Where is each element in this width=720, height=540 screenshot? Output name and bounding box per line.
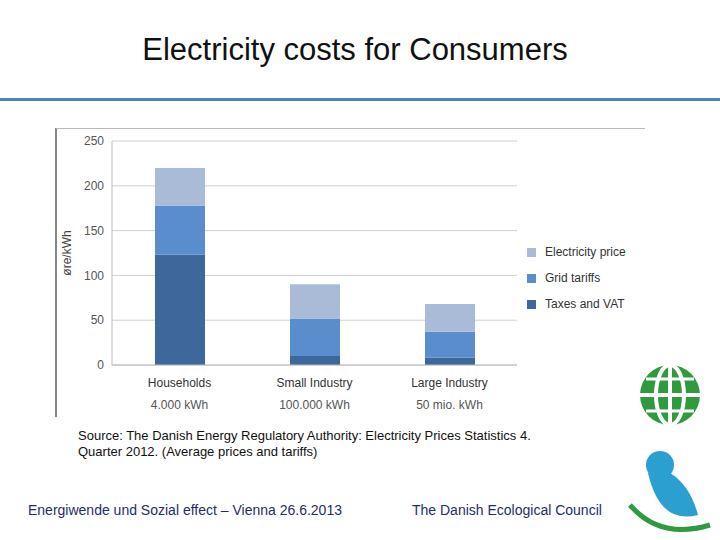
- svg-text:200: 200: [84, 179, 104, 193]
- svg-text:4.000 kWh: 4.000 kWh: [151, 398, 208, 412]
- svg-text:100.000 kWh: 100.000 kWh: [279, 398, 350, 412]
- svg-text:100: 100: [84, 269, 104, 283]
- html-text:Taxes and VAT: Taxes and VAT: [545, 297, 625, 311]
- svg-text:50: 50: [91, 313, 105, 327]
- svg-text:250: 250: [84, 134, 104, 148]
- svg-text:0: 0: [97, 358, 104, 372]
- svg-text:50 mio. kWh: 50 mio. kWh: [416, 398, 483, 412]
- html-text:Electricity price: Electricity price: [545, 245, 626, 259]
- svg-text:Small Industry: Small Industry: [276, 376, 352, 390]
- html-text:Energiwende und Sozial effect: Energiwende und Sozial effect – Vienna 2…: [28, 502, 342, 518]
- svg-text:Large Industry: Large Industry: [411, 376, 488, 390]
- html-text:Electricity costs for Consumer: Electricity costs for Consumers: [142, 32, 568, 67]
- html-text:Grid tariffs: Grid tariffs: [545, 271, 601, 285]
- svg-text:Households: Households: [148, 376, 211, 390]
- html-text:Source: The Danish Energy Regu: Source: The Danish Energy Regulatory Aut…: [78, 428, 531, 459]
- svg-text:øre/kWh: øre/kWh: [60, 230, 74, 275]
- html-text:The Danish Ecological Council: The Danish Ecological Council: [412, 502, 602, 518]
- svg-text:150: 150: [84, 224, 104, 238]
